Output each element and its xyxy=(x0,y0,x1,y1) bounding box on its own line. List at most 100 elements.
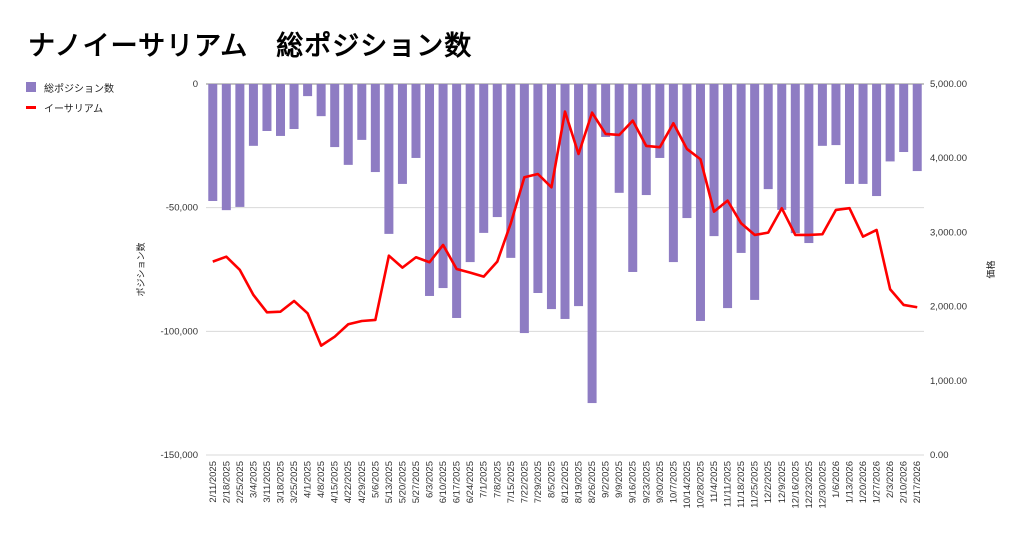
bar xyxy=(601,84,611,137)
bar xyxy=(574,84,584,307)
bar xyxy=(452,84,462,318)
bar xyxy=(777,84,787,210)
bar xyxy=(844,84,854,184)
x-tick-label: 11/25/2025 xyxy=(750,461,761,508)
x-tick-label: 2/3/2026 xyxy=(885,461,896,498)
x-tick-label: 10/7/2025 xyxy=(668,461,679,503)
x-tick-label: 2/17/2026 xyxy=(912,461,923,503)
x-tick-label: 2/25/2025 xyxy=(235,461,246,503)
bar xyxy=(804,84,814,244)
bar xyxy=(682,84,692,219)
bar xyxy=(899,84,909,153)
legend-swatch-line xyxy=(26,105,36,109)
bar xyxy=(587,84,597,404)
bar xyxy=(235,84,245,207)
bar xyxy=(628,84,638,272)
bar xyxy=(492,84,502,218)
bar xyxy=(316,84,326,117)
x-tick-label: 6/10/2025 xyxy=(438,461,449,503)
bar xyxy=(790,84,800,234)
bar xyxy=(655,84,665,158)
x-tick-label: 11/11/2025 xyxy=(723,461,734,507)
legend-item-ethereum[interactable]: イーサリアム xyxy=(26,97,114,117)
left-axis-title: ポジション数 xyxy=(135,242,146,296)
x-tick-label: 9/16/2025 xyxy=(628,461,639,503)
x-tick-label: 5/13/2025 xyxy=(384,461,395,503)
x-tick-label: 3/18/2025 xyxy=(276,461,287,503)
x-tick-label: 12/9/2025 xyxy=(777,461,788,503)
bar xyxy=(343,84,353,165)
x-tick-label: 4/22/2025 xyxy=(343,461,354,503)
bar xyxy=(289,84,299,130)
bar xyxy=(695,84,705,321)
bar xyxy=(479,84,489,233)
right-tick-label: 5,000.00 xyxy=(930,79,967,90)
bar xyxy=(750,84,760,300)
x-tick-label: 4/15/2025 xyxy=(330,461,341,503)
bar xyxy=(262,84,272,131)
bar xyxy=(519,84,529,334)
bar xyxy=(736,84,746,253)
legend-label: 総ポジション数 xyxy=(44,83,114,95)
bar xyxy=(438,84,448,289)
x-tick-label: 8/19/2025 xyxy=(574,461,585,503)
x-tick-label: 7/1/2025 xyxy=(479,461,490,498)
x-tick-label: 2/11/2025 xyxy=(208,461,219,503)
right-tick-label: 2,000.00 xyxy=(930,302,967,313)
legend-item-positions[interactable]: 総ポジション数 xyxy=(26,77,114,97)
x-tick-label: 4/8/2025 xyxy=(316,461,327,498)
bar xyxy=(506,84,516,258)
right-tick-label: 0.00 xyxy=(930,450,949,461)
bar xyxy=(533,84,543,293)
left-tick-label: -100,000 xyxy=(160,326,198,337)
bar xyxy=(560,84,570,319)
bar xyxy=(709,84,719,237)
bar xyxy=(668,84,678,263)
bar xyxy=(221,84,231,211)
bar xyxy=(248,84,258,146)
x-tick-label: 4/1/2025 xyxy=(303,461,314,498)
bar xyxy=(723,84,733,309)
x-tick-label: 9/2/2025 xyxy=(601,461,612,498)
bar xyxy=(303,84,313,97)
bar xyxy=(885,84,895,162)
bar xyxy=(411,84,421,158)
bar xyxy=(641,84,651,196)
bar xyxy=(370,84,380,173)
x-tick-label: 1/6/2026 xyxy=(831,461,842,498)
bar xyxy=(817,84,827,146)
x-tick-label: 6/17/2025 xyxy=(452,461,463,503)
right-tick-label: 4,000.00 xyxy=(930,153,967,164)
left-tick-label: 0 xyxy=(193,79,198,90)
x-tick-label: 5/20/2025 xyxy=(397,461,408,503)
x-tick-label: 1/27/2026 xyxy=(872,461,883,503)
x-tick-label: 3/25/2025 xyxy=(289,461,300,503)
x-tick-label: 9/23/2025 xyxy=(641,461,652,503)
x-tick-label: 1/13/2026 xyxy=(844,461,855,503)
x-tick-label: 1/20/2026 xyxy=(858,461,869,503)
legend: 総ポジション数 イーサリアム xyxy=(26,77,114,117)
bar xyxy=(831,84,841,146)
x-tick-label: 12/16/2025 xyxy=(790,461,801,509)
x-tick-label: 5/6/2025 xyxy=(370,461,381,498)
bar xyxy=(546,84,556,310)
bar xyxy=(465,84,475,263)
x-tick-label: 3/4/2025 xyxy=(248,461,259,498)
x-tick-label: 2/10/2026 xyxy=(899,461,910,503)
left-tick-label: -150,000 xyxy=(160,450,198,461)
x-tick-label: 2/18/2025 xyxy=(221,461,232,503)
x-tick-label: 6/3/2025 xyxy=(425,461,436,498)
x-tick-label: 12/23/2025 xyxy=(804,461,815,509)
bar xyxy=(425,84,435,296)
x-tick-label: 3/11/2025 xyxy=(262,461,273,503)
x-tick-label: 9/30/2025 xyxy=(655,461,666,503)
x-tick-label: 10/28/2025 xyxy=(695,461,706,509)
x-tick-label: 12/30/2025 xyxy=(817,461,828,509)
x-tick-label: 10/14/2025 xyxy=(682,461,693,509)
bar xyxy=(912,84,922,172)
bar xyxy=(763,84,773,190)
chart-title: ナノイーサリアム 総ポジション数 xyxy=(28,31,473,61)
x-tick-label: 11/4/2025 xyxy=(709,461,720,503)
right-axis-title: 価格 xyxy=(985,260,996,278)
